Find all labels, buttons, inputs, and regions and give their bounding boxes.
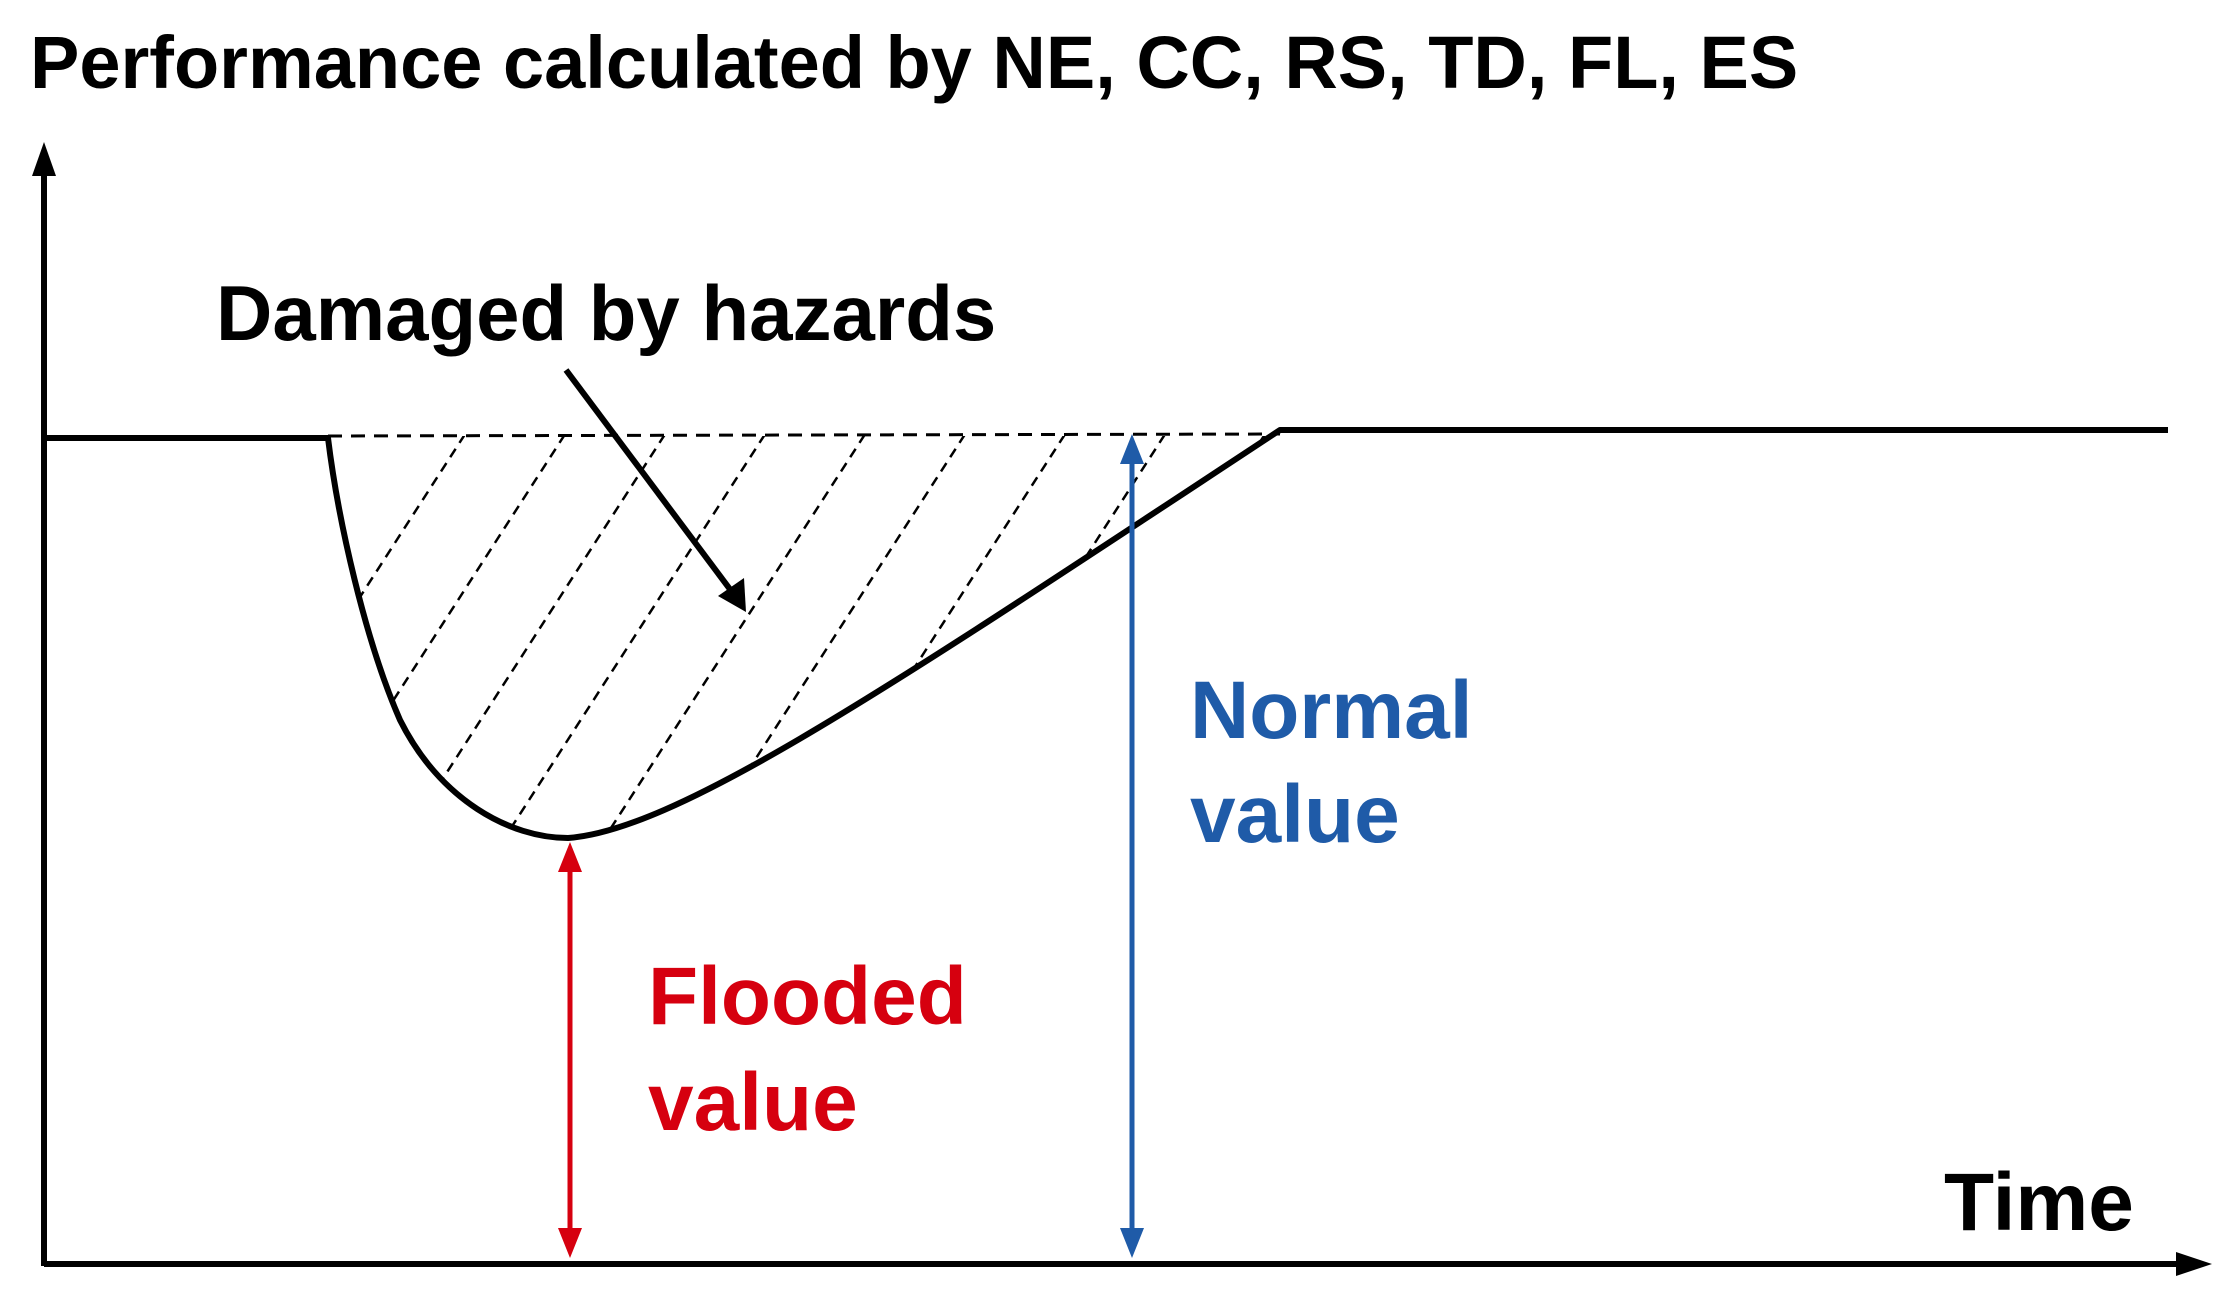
normal-value-label-line2: value — [1190, 769, 1400, 860]
flooded-value-label-line2: value — [648, 1057, 858, 1148]
x-axis-arrowhead — [2176, 1252, 2212, 1276]
axes — [32, 142, 2212, 1276]
performance-curve — [44, 427, 2168, 841]
normal-value-arrow — [1120, 434, 1144, 1258]
normal-level-dashed-line — [327, 432, 1281, 438]
flooded-value-label-line1: Flooded — [648, 951, 967, 1042]
flooded-value-arrow — [558, 842, 582, 1258]
time-axis-label: Time — [1944, 1157, 2134, 1248]
damaged-by-hazards-label: Damaged by hazards — [216, 269, 996, 357]
damaged-pointer-arrowhead — [718, 578, 746, 612]
damaged-pointer-arrow — [563, 368, 741, 602]
chart-title: Performance calculated by NE, CC, RS, TD… — [30, 21, 1798, 104]
y-axis-arrowhead — [32, 142, 56, 176]
normal-value-label-line1: Normal — [1190, 665, 1473, 756]
